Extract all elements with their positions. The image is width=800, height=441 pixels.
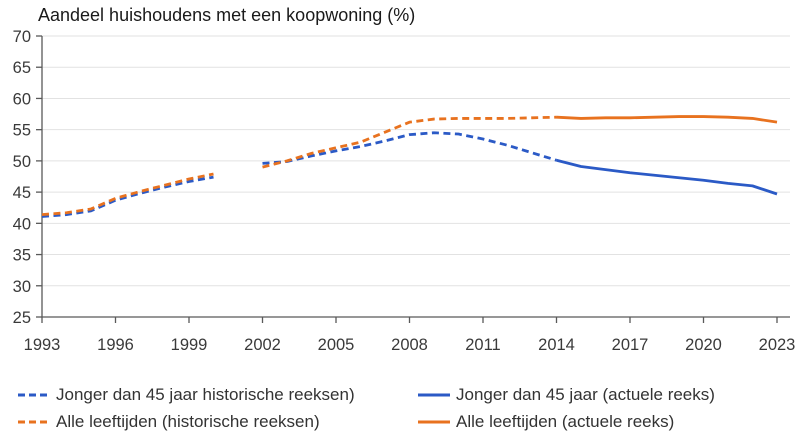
x-axis-tick-label: 2005	[318, 336, 355, 354]
series-line	[262, 131, 557, 165]
y-axis-tick-label: 65	[13, 59, 31, 77]
legend-item-alle-actueel: Alle leeftijden (actuele reeks)	[417, 412, 800, 432]
series-line	[556, 158, 778, 196]
x-axis-tick-label: 2008	[391, 336, 428, 354]
series-3	[556, 115, 778, 124]
y-axis-tick-label: 60	[13, 90, 31, 108]
y-axis-tick-label: 70	[13, 28, 31, 46]
gridlines	[42, 35, 790, 287]
series-1	[41, 115, 557, 216]
legend-label-alle-actueel: Alle leeftijden (actuele reeks)	[456, 411, 675, 431]
legend-label-jonger-historisch: Jonger dan 45 jaar historische reeksen)	[56, 384, 355, 404]
y-axis-tick-label: 40	[13, 215, 31, 233]
y-axis-tick-label: 25	[13, 309, 31, 327]
y-axis-tick-label: 30	[13, 278, 31, 296]
y-axis-tick-label: 55	[13, 122, 31, 140]
x-axis-tick-label: 2023	[759, 336, 796, 354]
solid-line-icon	[418, 420, 450, 423]
x-axis-tick-label: 1996	[97, 336, 134, 354]
y-axis-tick-label: 50	[13, 153, 31, 171]
x-axis-tick-label: 1999	[171, 336, 208, 354]
dashed-line-icon	[18, 393, 50, 396]
legend-item-alle-historisch: Alle leeftijden (historische reeksen)	[17, 412, 417, 432]
series-line	[556, 115, 778, 124]
x-axis-tick-label: 1993	[24, 336, 61, 354]
y-axis-tick-label: 45	[13, 184, 31, 202]
series-line	[41, 172, 214, 216]
legend-item-jonger-historisch: Jonger dan 45 jaar historische reeksen)	[17, 385, 417, 405]
x-axis-tick-label: 2017	[612, 336, 649, 354]
legend-label-alle-historisch: Alle leeftijden (historische reeksen)	[56, 411, 320, 431]
x-axis-tick-label: 2014	[538, 336, 575, 354]
line-chart: 25 30 35 40 45 50 55 60 65 70 1993 1996 1999 2002 2005…	[13, 28, 796, 354]
chart-title: Aandeel huishoudens met een koopwoning (…	[38, 5, 416, 25]
x-axis-tick-label: 2002	[244, 336, 281, 354]
chart-legend: Jonger dan 45 jaar historische reeksen) …	[17, 381, 800, 435]
x-axis-tick-label: 2020	[685, 336, 722, 354]
solid-line-icon	[418, 393, 450, 396]
series-line	[262, 115, 557, 169]
axes: 25 30 35 40 45 50 55 60 65 70 1993 1996 1999 2002 2005…	[13, 28, 796, 354]
series-line	[41, 175, 214, 218]
x-axis-tick-label: 2011	[465, 336, 500, 354]
series-2	[556, 158, 778, 196]
dashed-line-icon	[18, 420, 50, 423]
legend-label-jonger-actueel: Jonger dan 45 jaar (actuele reeks)	[456, 384, 715, 404]
series-0	[41, 131, 557, 218]
legend-item-jonger-actueel: Jonger dan 45 jaar (actuele reeks)	[417, 385, 800, 405]
y-axis-tick-label: 35	[13, 247, 31, 265]
